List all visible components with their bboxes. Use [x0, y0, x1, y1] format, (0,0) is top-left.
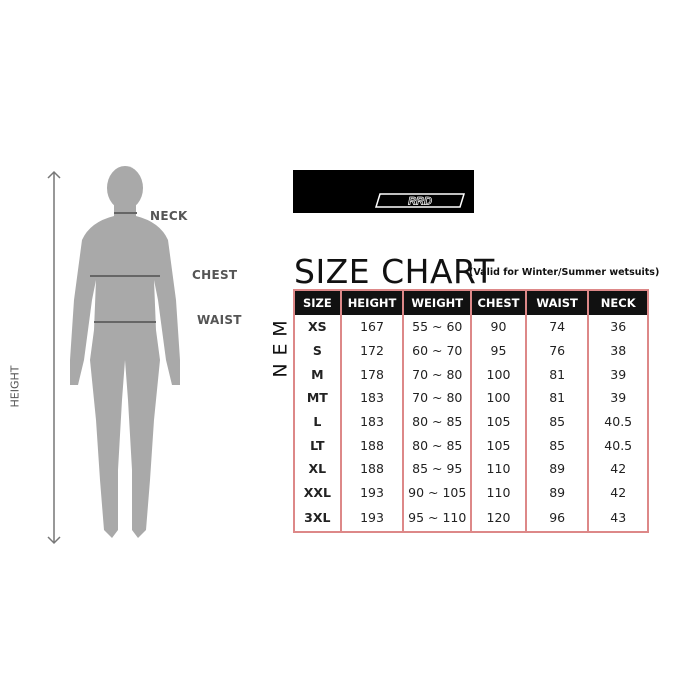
cell-waist: 81	[524, 362, 590, 387]
size-table: SIZE HEIGHT WEIGHT CHEST WAIST NECK XS 167 55 ~…	[293, 289, 649, 533]
cell-neck: 42	[587, 480, 649, 505]
cell-size: S	[293, 338, 342, 363]
cell-waist: 85	[524, 433, 590, 458]
cell-chest: 95	[470, 338, 527, 363]
column-header-neck: NECK	[587, 290, 649, 315]
cell-waist: 89	[524, 480, 590, 505]
cell-size: M	[293, 362, 342, 387]
cell-weight: 80 ~ 85	[402, 433, 473, 458]
cell-chest: 120	[470, 504, 527, 533]
waist-label: WAIST	[197, 313, 242, 327]
cell-neck: 39	[587, 386, 649, 410]
cell-height: 188	[339, 433, 405, 458]
column-header-waist: WAIST	[524, 290, 590, 315]
cell-neck: 36	[587, 315, 649, 339]
column-header-size: SIZE	[293, 290, 342, 315]
cell-size: LT	[293, 433, 342, 458]
table-row: XXL 193 90 ~ 105 110 89 42	[293, 480, 649, 505]
cell-size: 3XL	[293, 504, 342, 533]
cell-height: 193	[339, 480, 405, 505]
gender-letter: M	[269, 320, 292, 337]
table-row: L 183 80 ~ 85 105 85 40.5	[293, 409, 649, 434]
cell-height: 172	[339, 338, 405, 363]
page-title: SIZE CHART	[294, 252, 495, 291]
table-row: M 178 70 ~ 80 100 81 39	[293, 362, 649, 387]
column-header-chest: CHEST	[470, 290, 527, 315]
svg-text:RRD: RRD	[408, 196, 432, 208]
table-row: S 172 60 ~ 70 95 76 38	[293, 338, 649, 363]
cell-height: 183	[339, 409, 405, 434]
cell-weight: 80 ~ 85	[402, 409, 473, 434]
cell-waist: 81	[524, 386, 590, 410]
cell-chest: 100	[470, 362, 527, 387]
cell-chest: 110	[470, 480, 527, 505]
table-row: 3XL 193 95 ~ 110 120 96 43	[293, 504, 649, 533]
table-row: MT 183 70 ~ 80 100 81 39	[293, 386, 649, 410]
cell-neck: 42	[587, 457, 649, 481]
cell-weight: 95 ~ 110	[402, 504, 473, 533]
cell-neck: 39	[587, 362, 649, 387]
neck-label: NECK	[150, 209, 188, 223]
gender-letter: N	[269, 363, 292, 378]
silhouette-shape	[70, 166, 180, 538]
cell-weight: 60 ~ 70	[402, 338, 473, 363]
cell-size: XS	[293, 315, 342, 339]
cell-neck: 38	[587, 338, 649, 363]
body-silhouette	[47, 166, 180, 545]
table-header-row: SIZE HEIGHT WEIGHT CHEST WAIST NECK	[293, 290, 649, 315]
gender-label: M E N	[270, 318, 292, 381]
subtitle: (Valid for Winter/Summer wetsuits)	[469, 267, 660, 278]
cell-waist: 89	[524, 457, 590, 481]
cell-neck: 43	[587, 504, 649, 533]
column-header-height: HEIGHT	[339, 290, 405, 315]
cell-size: XL	[293, 457, 342, 481]
cell-chest: 105	[470, 433, 527, 458]
cell-size: L	[293, 409, 342, 434]
cell-chest: 90	[470, 315, 527, 339]
cell-chest: 110	[470, 457, 527, 481]
cell-height: 188	[339, 457, 405, 481]
cell-waist: 74	[524, 315, 590, 339]
cell-size: MT	[293, 386, 342, 410]
cell-height: 167	[339, 315, 405, 339]
cell-waist: 96	[524, 504, 590, 533]
rrd-logo: RRD	[374, 193, 466, 208]
table-row: XS 167 55 ~ 60 90 74 36	[293, 315, 649, 339]
cell-weight: 90 ~ 105	[402, 480, 473, 505]
cell-waist: 85	[524, 409, 590, 434]
cell-weight: 85 ~ 95	[402, 457, 473, 481]
gender-letter: E	[269, 343, 292, 356]
cell-height: 193	[339, 504, 405, 533]
cell-neck: 40.5	[587, 409, 649, 434]
chest-label: CHEST	[192, 268, 238, 282]
cell-waist: 76	[524, 338, 590, 363]
height-label: HEIGHT	[8, 365, 22, 408]
cell-chest: 105	[470, 409, 527, 434]
cell-height: 178	[339, 362, 405, 387]
column-header-weight: WEIGHT	[402, 290, 473, 315]
cell-weight: 70 ~ 80	[402, 362, 473, 387]
height-arrow	[47, 170, 61, 545]
cell-chest: 100	[470, 386, 527, 410]
cell-neck: 40.5	[587, 433, 649, 458]
cell-weight: 55 ~ 60	[402, 315, 473, 339]
cell-size: XXL	[293, 480, 342, 505]
table-row: XL 188 85 ~ 95 110 89 42	[293, 457, 649, 481]
cell-height: 183	[339, 386, 405, 410]
table-row: LT 188 80 ~ 85 105 85 40.5	[293, 433, 649, 458]
cell-weight: 70 ~ 80	[402, 386, 473, 410]
